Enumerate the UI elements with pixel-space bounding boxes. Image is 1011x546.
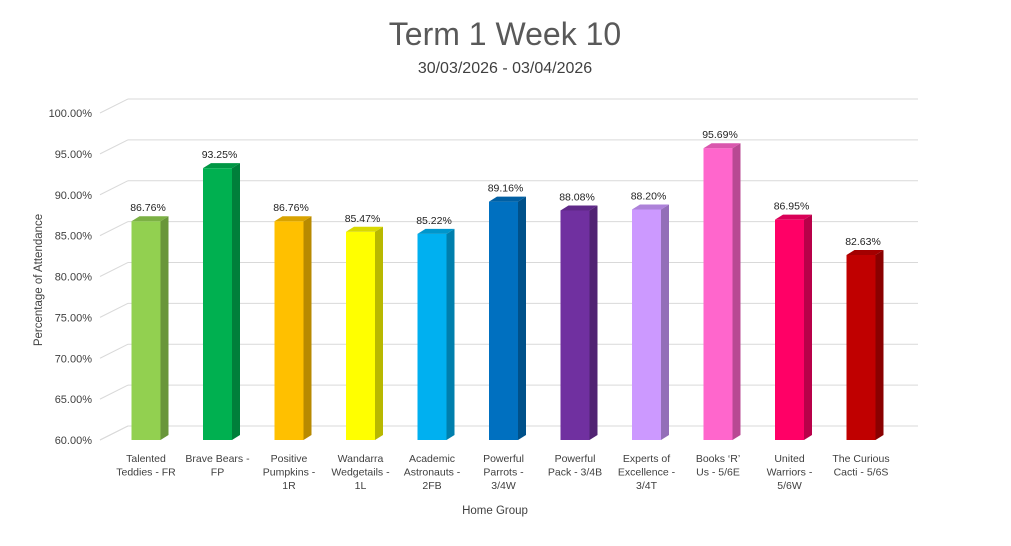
bar-front: [560, 210, 590, 440]
bar-front: [846, 254, 876, 440]
x-tick-label: Talented Teddies - FR: [116, 453, 176, 479]
gridline-diag: [99, 139, 129, 155]
gridline-diag: [99, 384, 129, 400]
data-label: 86.95%: [774, 201, 810, 213]
bar-front: [274, 221, 304, 440]
x-tick-label: Powerful Parrots -3/4W: [483, 453, 524, 492]
bar-top: [489, 196, 526, 202]
y-tick-label: 60.00%: [55, 435, 93, 447]
y-axis-ticks: 60.00% 65.00% 70.00% 75.00% 80.00% 85.00% 90.0…: [49, 108, 93, 447]
data-labels: 86.76% 93.25% 86.76% 85.47% 85.22% 89.16% 88.0…: [130, 129, 881, 248]
bar-top: [131, 216, 169, 222]
bar: [703, 143, 741, 440]
bar-top: [846, 249, 884, 255]
gridline-diag: [99, 343, 129, 359]
bar-front: [775, 219, 804, 440]
x-tick-label: Positive Pumpkins -1R: [263, 453, 316, 492]
bar-side: [303, 216, 312, 440]
data-label: 89.16%: [488, 183, 524, 195]
y-tick-label: 70.00%: [55, 353, 93, 365]
bars: [131, 143, 884, 440]
bar-top: [632, 204, 669, 210]
bar-side: [732, 143, 741, 440]
bar: [131, 216, 169, 440]
y-tick-label: 90.00%: [55, 190, 93, 202]
bar-side: [589, 205, 598, 440]
bar-front: [346, 231, 375, 440]
y-axis-title: Percentage of Attendance: [33, 214, 45, 346]
bar-front: [417, 233, 447, 440]
bar-side: [160, 216, 169, 440]
gridline-diag: [99, 262, 129, 277]
bar-front: [203, 168, 232, 440]
bar-top: [346, 226, 383, 232]
bar-side: [232, 163, 240, 440]
bar-side: [875, 249, 884, 440]
bar-top: [417, 228, 455, 234]
chart-subtitle: 30/03/2026 - 03/04/2026: [418, 60, 592, 77]
gridline-diag: [99, 302, 129, 318]
x-axis-title: Home Group: [462, 505, 528, 517]
bar-side: [375, 226, 383, 440]
y-tick-label: 100.00%: [49, 108, 93, 120]
x-tick-label: Wandarra Wedgetails -1L: [331, 453, 390, 492]
bar: [203, 163, 240, 440]
chart-title: Term 1 Week 10: [389, 16, 621, 52]
x-tick-label: Academic Astronauts -2FB: [404, 453, 461, 492]
bar-side: [804, 214, 812, 440]
y-tick-label: 65.00%: [55, 394, 93, 406]
x-tick-label: Experts of Excellence -3/4T: [618, 453, 676, 492]
data-label: 86.76%: [273, 202, 309, 214]
bar: [846, 249, 884, 440]
gridline-diag: [99, 98, 129, 114]
data-label: 93.25%: [202, 149, 238, 161]
bar: [417, 228, 455, 440]
bar: [632, 204, 669, 440]
gridline-diag: [99, 180, 129, 196]
x-tick-label: Powerful Pack - 3/4B: [548, 453, 602, 479]
floor-edge: [99, 425, 129, 441]
x-tick-label: Brave Bears -FP: [185, 453, 250, 479]
x-tick-label: The Curious Cacti - 5/6S: [832, 453, 889, 479]
bar-top: [560, 205, 598, 211]
bar-front: [632, 209, 661, 440]
data-label: 88.08%: [559, 191, 595, 203]
y-tick-label: 85.00%: [55, 231, 93, 243]
bar-front: [703, 148, 733, 440]
y-tick-label: 80.00%: [55, 272, 93, 284]
x-tick-label: United Warriors -5/6W: [767, 453, 813, 492]
y-tick-label: 75.00%: [55, 312, 93, 324]
bar-top: [703, 143, 741, 149]
bar: [346, 226, 383, 440]
bar: [775, 214, 812, 440]
data-label: 85.22%: [416, 215, 452, 227]
bar-top: [274, 216, 312, 222]
gridline-diag: [99, 221, 129, 237]
bar-side: [518, 196, 526, 440]
bar-front: [489, 201, 518, 440]
bar-top: [775, 214, 812, 220]
data-label: 82.63%: [845, 236, 881, 248]
x-axis-categories: Talented Teddies - FR Brave Bears -FP Posit…: [116, 453, 889, 492]
data-label: 86.76%: [130, 202, 166, 214]
bar-top: [203, 163, 240, 169]
x-tick-label: Books ‘R’ Us - 5/6E: [696, 453, 740, 479]
y-tick-label: 95.00%: [55, 149, 93, 161]
bar: [560, 205, 598, 440]
bar: [274, 216, 312, 440]
data-label: 85.47%: [345, 213, 381, 225]
data-label: 88.20%: [631, 190, 667, 202]
bar-side: [446, 228, 455, 440]
bar-front: [131, 221, 161, 440]
bar-side: [661, 204, 669, 440]
data-label: 95.69%: [702, 129, 738, 141]
bar: [489, 196, 526, 440]
